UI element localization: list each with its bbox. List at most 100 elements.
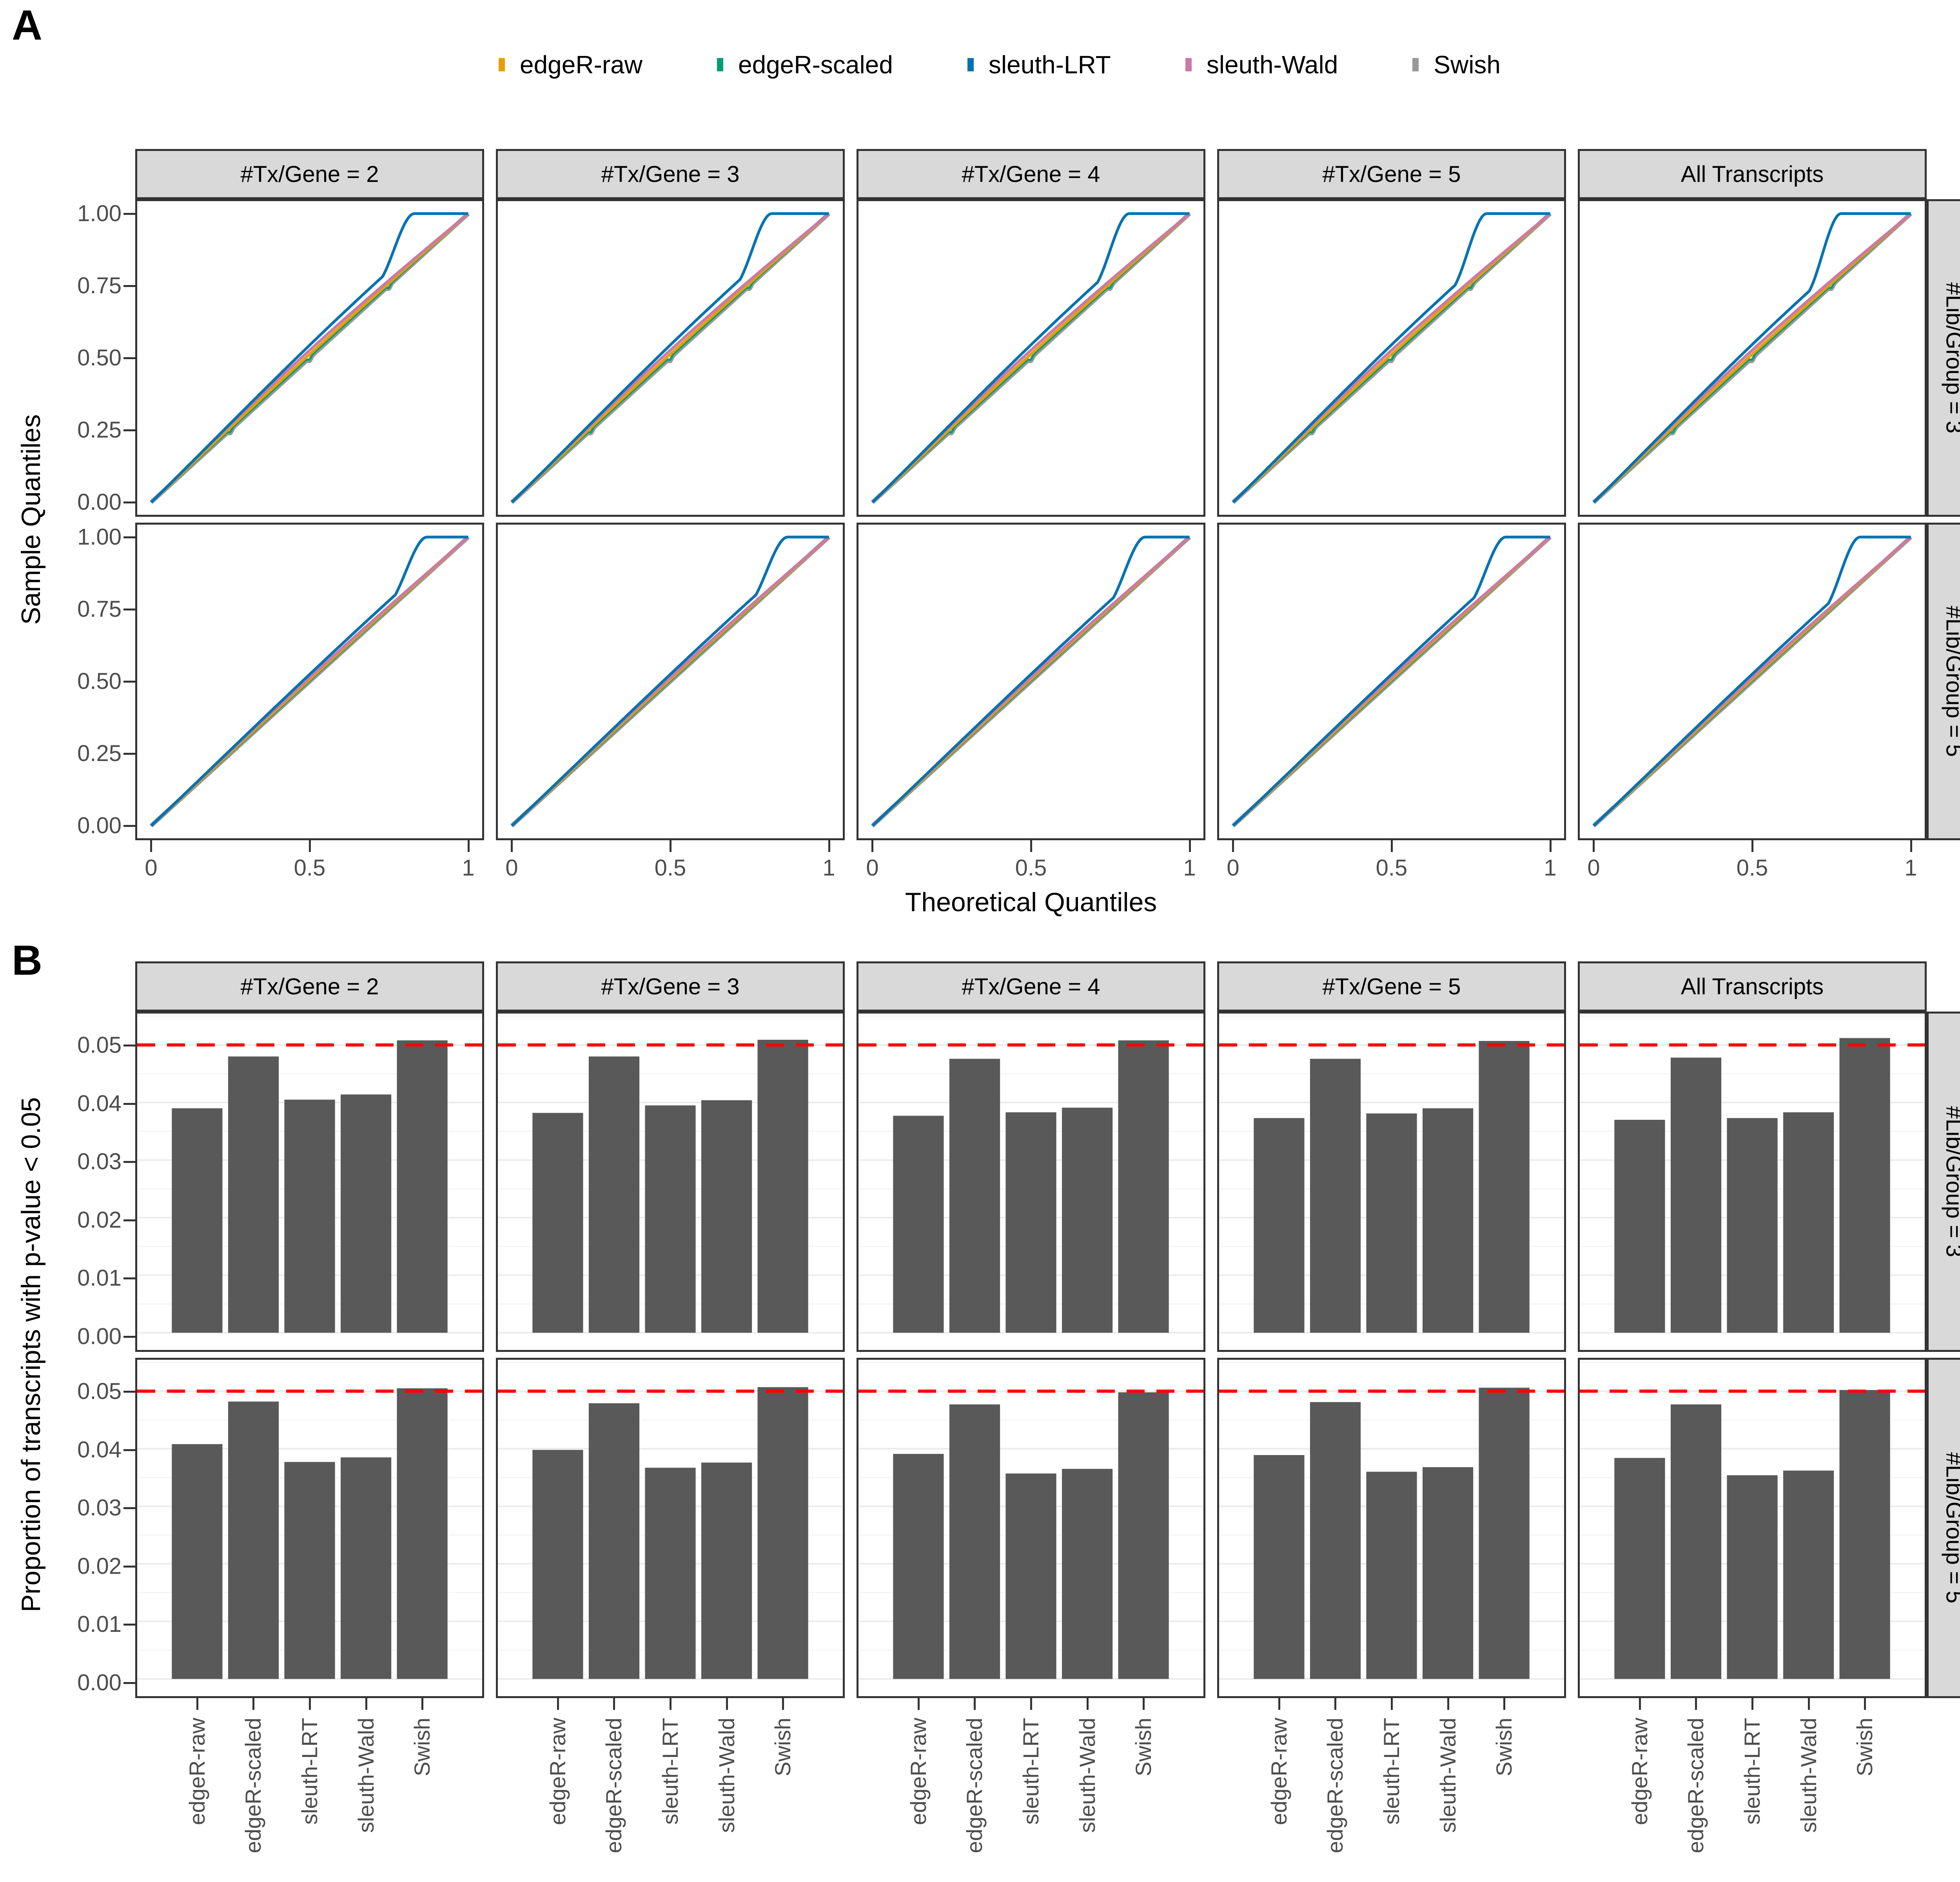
- qq-panel-#Lib/Group = 5-#Tx/Gene = 2: [135, 523, 484, 840]
- legend-item-label: edgeR-scaled: [738, 51, 893, 79]
- axis-tick: [1751, 1698, 1753, 1710]
- panel-b-strip-#Lib/Group = 5: #Lib/Group = 5: [1927, 1358, 1960, 1698]
- x-category-label: sleuth-LRT: [297, 1718, 322, 1825]
- panel-a-strip-#Tx/Gene = 4: #Tx/Gene = 4: [857, 149, 1205, 199]
- x-tick-label: 1: [462, 855, 475, 881]
- bar-edgeR-raw: [1614, 1120, 1665, 1333]
- axis-tick: [670, 1698, 671, 1710]
- y-tick-label: 0.00: [77, 489, 122, 515]
- axis-tick: [123, 753, 135, 755]
- qq-line-sleuth-LRT: [1593, 212, 1911, 503]
- x-category-label: sleuth-LRT: [1740, 1718, 1764, 1825]
- axis-tick: [123, 357, 135, 359]
- x-category-label: Swish: [1852, 1718, 1877, 1777]
- panel-a-strip-#Tx/Gene = 2: #Tx/Gene = 2: [135, 149, 484, 199]
- bar-panel-#Lib/Group = 5-#Tx/Gene = 4: [857, 1358, 1205, 1698]
- axis-tick: [1391, 1698, 1393, 1710]
- panel-b-strip-#Tx/Gene = 4: #Tx/Gene = 4: [857, 961, 1205, 1012]
- legend-item-edgeR-scaled: edgeR-scaled: [717, 50, 893, 79]
- qq-line-sleuth-LRT: [1593, 536, 1911, 827]
- bar-panel-#Lib/Group = 5-#Tx/Gene = 3: [496, 1358, 845, 1698]
- axis-tick: [1447, 1698, 1449, 1710]
- bar-Swish: [397, 1388, 448, 1679]
- panel-a-strip-All Transcripts: All Transcripts: [1578, 149, 1927, 199]
- bar-sleuth-LRT: [1727, 1475, 1778, 1679]
- axis-tick: [252, 1698, 255, 1710]
- bar-sleuth-LRT: [1005, 1473, 1056, 1679]
- y-tick-label: 0.02: [77, 1553, 122, 1579]
- legend-item-edgeR-raw: edgeR-raw: [498, 50, 643, 79]
- y-tick-label: 0.01: [77, 1265, 122, 1291]
- axis-tick: [123, 1161, 135, 1163]
- panel-a-strip-#Tx/Gene = 5: #Tx/Gene = 5: [1217, 149, 1566, 199]
- axis-tick: [1808, 1698, 1810, 1710]
- legend-key-icon: [717, 58, 724, 71]
- axis-tick: [917, 1698, 920, 1710]
- panel-a-strip-#Lib/Group = 3: #Lib/Group = 3: [1927, 199, 1960, 517]
- bar-sleuth-Wald: [1783, 1112, 1834, 1333]
- axis-tick: [123, 1277, 135, 1280]
- x-category-label: edgeR-raw: [1627, 1718, 1652, 1825]
- y-tick-label: 1.00: [77, 524, 122, 550]
- x-tick-label: 0.5: [654, 855, 686, 881]
- legend-key-icon: [1185, 58, 1192, 71]
- qq-line-edgeR-raw: [1593, 213, 1912, 503]
- bar-edgeR-raw: [172, 1108, 223, 1333]
- y-tick-label: 0.02: [77, 1207, 122, 1233]
- axis-tick: [123, 1103, 135, 1105]
- qq-line-sleuth-LRT: [1232, 536, 1551, 827]
- axis-tick: [123, 1682, 135, 1684]
- y-tick-label: 0.03: [77, 1495, 122, 1521]
- bar-Swish: [397, 1040, 448, 1333]
- axis-tick: [123, 681, 135, 683]
- qq-line-sleuth-LRT: [871, 212, 1190, 503]
- x-tick-label: 1: [1544, 855, 1557, 881]
- bar-sleuth-Wald: [341, 1457, 392, 1679]
- panel-a-strip-#Tx/Gene = 3: #Tx/Gene = 3: [496, 149, 845, 199]
- bar-edgeR-scaled: [228, 1401, 279, 1679]
- bar-Swish: [757, 1039, 808, 1333]
- bar-sleuth-LRT: [1366, 1471, 1417, 1679]
- axis-tick: [1593, 840, 1595, 852]
- y-tick-label: 0.50: [77, 345, 122, 371]
- bar-edgeR-raw: [532, 1113, 583, 1333]
- y-tick-label: 0.03: [77, 1149, 122, 1175]
- axis-tick: [365, 1698, 367, 1710]
- y-tick-label: 0.50: [77, 669, 122, 694]
- x-category-label: Swish: [1492, 1718, 1517, 1777]
- axis-tick: [670, 840, 671, 852]
- panel-b-strip-#Tx/Gene = 5: #Tx/Gene = 5: [1217, 961, 1566, 1012]
- qq-line-sleuth-LRT: [511, 536, 829, 827]
- legend-item-sleuth-Wald: sleuth-Wald: [1185, 50, 1338, 79]
- bar-sleuth-LRT: [284, 1099, 335, 1333]
- qq-line-sleuth-LRT: [511, 212, 829, 503]
- axis-tick: [1143, 1698, 1145, 1710]
- x-category-label: sleuth-Wald: [1074, 1718, 1100, 1833]
- bar-edgeR-raw: [1614, 1458, 1665, 1679]
- qq-line-sleuth-LRT: [150, 536, 469, 827]
- bar-edgeR-scaled: [588, 1056, 640, 1333]
- legend-item-label: edgeR-raw: [519, 51, 643, 79]
- qq-line-edgeR-raw: [150, 213, 469, 503]
- legend-item-label: Swish: [1434, 51, 1501, 79]
- x-category-label: edgeR-scaled: [962, 1718, 987, 1853]
- axis-tick: [1232, 840, 1234, 852]
- bar-sleuth-LRT: [1005, 1112, 1056, 1333]
- legend-key-icon: [967, 58, 974, 71]
- qq-panel-#Lib/Group = 5-#Tx/Gene = 4: [857, 523, 1205, 840]
- qq-line-sleuth-LRT: [871, 536, 1190, 827]
- axis-tick: [123, 1624, 135, 1626]
- qq-panel-#Lib/Group = 3-All Transcripts: [1578, 199, 1927, 517]
- axis-tick: [123, 1507, 135, 1510]
- qq-line-edgeR-raw: [871, 213, 1191, 503]
- x-category-label: edgeR-raw: [906, 1718, 931, 1825]
- y-tick-label: 0.25: [77, 741, 122, 767]
- x-category-label: edgeR-scaled: [601, 1718, 626, 1853]
- y-tick-label: 0.00: [77, 1669, 122, 1695]
- bar-Swish: [1118, 1040, 1169, 1333]
- x-category-label: sleuth-LRT: [658, 1718, 682, 1825]
- x-tick-label: 0.5: [1376, 855, 1408, 881]
- bar-edgeR-scaled: [1310, 1059, 1361, 1333]
- axis-tick: [1639, 1698, 1641, 1710]
